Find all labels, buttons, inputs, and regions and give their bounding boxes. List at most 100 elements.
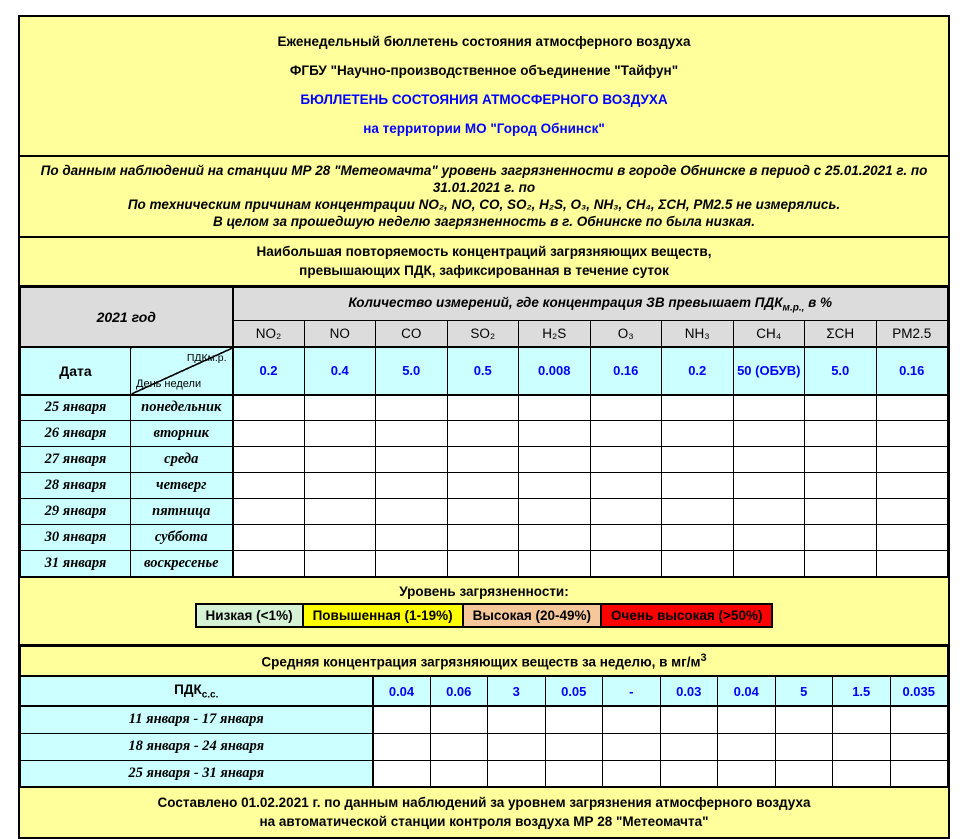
day-row: 28 января четверг (20, 472, 948, 499)
pdk-ss-subscript: с.с. (201, 689, 219, 701)
day-row: 30 января суббота (20, 524, 948, 551)
bulletin-title: БЮЛЛЕТЕНЬ СОСТОЯНИЯ АТМОСФЕРНОГО ВОЗДУХА (300, 92, 668, 107)
pdk-mr-value: 50 (ОБУВ) (732, 345, 805, 396)
pdk-mr-value: 0.2 (231, 345, 305, 396)
measurement-cell (602, 732, 661, 761)
average-section-title: Средняя концентрация загрязняющих вещест… (20, 645, 948, 677)
average-concentration-table: Средняя концентрация загрязняющих вещест… (20, 645, 948, 788)
measurement-cell (774, 732, 833, 761)
measurement-cell (774, 705, 833, 734)
measurement-cell (804, 472, 877, 499)
pdk-mr-value: 0.008 (518, 345, 591, 396)
measurement-cell (231, 472, 305, 499)
measurement-cell (518, 446, 591, 473)
day-row: 25 января понедельник (20, 394, 948, 421)
organization-name: ФГБУ "Научно-производственное объединени… (289, 63, 679, 78)
pollutant-column-header: CH₄ (732, 320, 805, 347)
measurement-cell (875, 420, 948, 447)
date-header-cell: Дата (20, 345, 131, 396)
intro-line-2: По техническим причинам концентрации NO₂… (127, 197, 841, 212)
date-cell: 26 января (20, 420, 131, 447)
week-range-cell: 18 января - 24 января (20, 732, 374, 761)
date-cell: 31 января (20, 550, 131, 577)
week-row: 11 января - 17 января (20, 705, 948, 734)
measurement-cell (518, 420, 591, 447)
measurement-cell (659, 759, 718, 788)
measurement-cell (375, 472, 448, 499)
pollutant-column-header: ΣCH (804, 320, 877, 347)
day-row: 27 января среда (20, 446, 948, 473)
footer-line-1: Составлено 01.02.2021 г. по данным наблю… (157, 795, 811, 810)
measurement-cell (303, 472, 376, 499)
weekday-cell: воскресенье (130, 550, 233, 577)
section-title-line-2: превышающих ПДК, зафиксированная в течен… (299, 263, 669, 278)
measurement-cell (589, 446, 662, 473)
date-cell: 27 января (20, 446, 131, 473)
measurement-cell (303, 550, 376, 577)
diagonal-header-cell: ПДКм.р. День недели (130, 345, 233, 396)
pdk-ss-value: 0.03 (659, 675, 718, 707)
cubic-meter-superscript: 3 (700, 652, 707, 664)
measurement-cell (231, 394, 305, 421)
day-row: 26 января вторник (20, 420, 948, 447)
measurement-cell (875, 498, 948, 525)
week-range-cell: 25 января - 31 января (20, 759, 374, 788)
title-block: Еженедельный бюллетень состояния атмосфе… (20, 17, 948, 157)
exceedance-table: 2021 год Количество измерений, где конце… (20, 287, 948, 578)
week-range-cell: 11 января - 17 января (20, 705, 374, 734)
air-quality-bulletin: Еженедельный бюллетень состояния атмосфе… (18, 15, 950, 839)
measurement-cell (518, 550, 591, 577)
measurement-cell (446, 524, 519, 551)
section-title-line-1: Наибольшая повторяемость концентраций за… (256, 244, 712, 259)
measurement-cell (371, 759, 431, 788)
measurements-header-suffix: в % (804, 294, 833, 310)
weekday-cell: суббота (130, 524, 233, 551)
weekday-cell: пятница (130, 498, 233, 525)
legend-item-elevated: Повышенная (1-19%) (303, 602, 464, 628)
measurement-cell (875, 446, 948, 473)
measurement-cell (804, 420, 877, 447)
pollutant-column-header: NO₂ (231, 320, 305, 347)
week-row: 18 января - 24 января (20, 732, 948, 761)
measurement-cell (446, 446, 519, 473)
measurement-cell (804, 524, 877, 551)
pdk-ss-value: 3 (487, 675, 546, 707)
measurement-cell (446, 472, 519, 499)
measurement-cell (732, 446, 805, 473)
pdk-mr-value: 0.16 (589, 345, 662, 396)
measurement-cell (717, 705, 776, 734)
pollutant-column-header: NH₃ (661, 320, 734, 347)
pdk-ss-text: ПДК (174, 681, 202, 697)
measurement-cell (231, 420, 305, 447)
measurement-cell (774, 759, 833, 788)
measurement-cell (487, 759, 546, 788)
intro-line-1: По данным наблюдений на станции МР 28 "М… (40, 163, 928, 178)
measurement-cell (832, 732, 891, 761)
weekday-cell: вторник (130, 420, 233, 447)
measurement-cell (231, 498, 305, 525)
pollutant-column-header: PM2.5 (875, 320, 948, 347)
measurement-cell (303, 394, 376, 421)
measurement-cell (661, 394, 734, 421)
measurement-cell (889, 705, 948, 734)
measurement-cell (602, 705, 661, 734)
measurement-cell (732, 524, 805, 551)
pdk-mr-value: 0.5 (446, 345, 519, 396)
measurement-cell (661, 498, 734, 525)
measurement-cell (589, 472, 662, 499)
measurement-cell (589, 394, 662, 421)
intro-line-1-cont: 31.01.2021 г. по (432, 180, 536, 195)
pdk-ss-value: 0.035 (889, 675, 948, 707)
measurements-header-text: Количество измерений, где концентрация З… (348, 294, 783, 310)
day-row: 29 января пятница (20, 498, 948, 525)
pdk-ss-value: 5 (774, 675, 833, 707)
date-cell: 28 января (20, 472, 131, 499)
day-row: 31 января воскресенье (20, 550, 948, 577)
pdk-ss-value: - (602, 675, 661, 707)
measurement-cell (732, 550, 805, 577)
measurement-cell (375, 394, 448, 421)
pollutant-header-row: NO₂ NO CO SO₂ H₂S O₃ NH₃ CH₄ ΣCH PM2.5 (21, 320, 948, 347)
weekday-cell: среда (130, 446, 233, 473)
measurement-cell (446, 420, 519, 447)
measurement-cell (231, 446, 305, 473)
